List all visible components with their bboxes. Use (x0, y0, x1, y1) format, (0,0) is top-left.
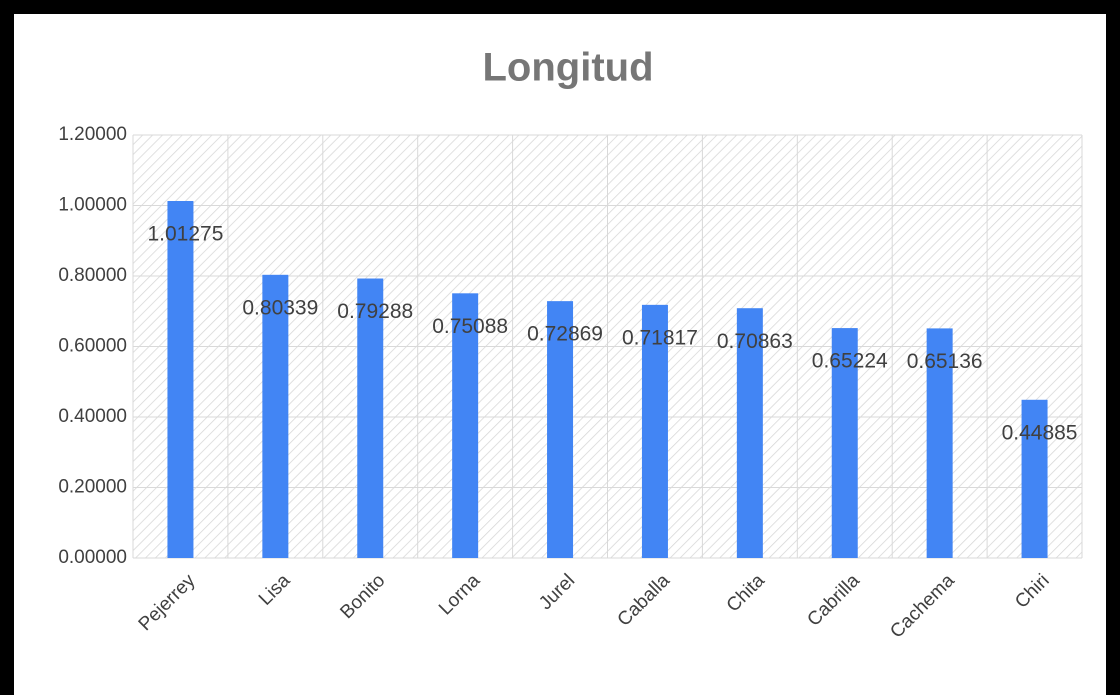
bar (452, 293, 479, 558)
bar (167, 201, 194, 559)
data-label: 0.80339 (242, 296, 318, 319)
data-label: 0.44885 (1002, 421, 1078, 444)
y-tick-label: 0.60000 (58, 336, 127, 357)
data-label: 1.01275 (147, 223, 223, 246)
bar (831, 328, 858, 558)
y-tick-label: 1.00000 (58, 195, 127, 216)
data-label: 0.72869 (527, 323, 603, 346)
y-tick-label: 0.20000 (58, 477, 127, 498)
data-label: 0.75088 (432, 315, 508, 338)
bar (262, 274, 289, 558)
y-tick-label: 0.80000 (58, 265, 127, 286)
bar (926, 328, 953, 558)
bar (1021, 399, 1048, 558)
data-label: 0.71817 (622, 326, 698, 349)
chart-title: Longitud (482, 46, 653, 90)
data-label: 0.79288 (337, 300, 413, 323)
y-tick-label: 1.20000 (58, 124, 127, 145)
bar (641, 304, 668, 558)
data-label: 0.70863 (717, 330, 793, 353)
y-tick-label: 0.00000 (58, 547, 127, 568)
y-tick-label: 0.40000 (58, 406, 127, 427)
data-label: 0.65224 (812, 350, 888, 373)
bar (357, 278, 384, 558)
data-label: 0.65136 (907, 350, 983, 373)
bar (736, 308, 763, 558)
bar (547, 301, 574, 558)
